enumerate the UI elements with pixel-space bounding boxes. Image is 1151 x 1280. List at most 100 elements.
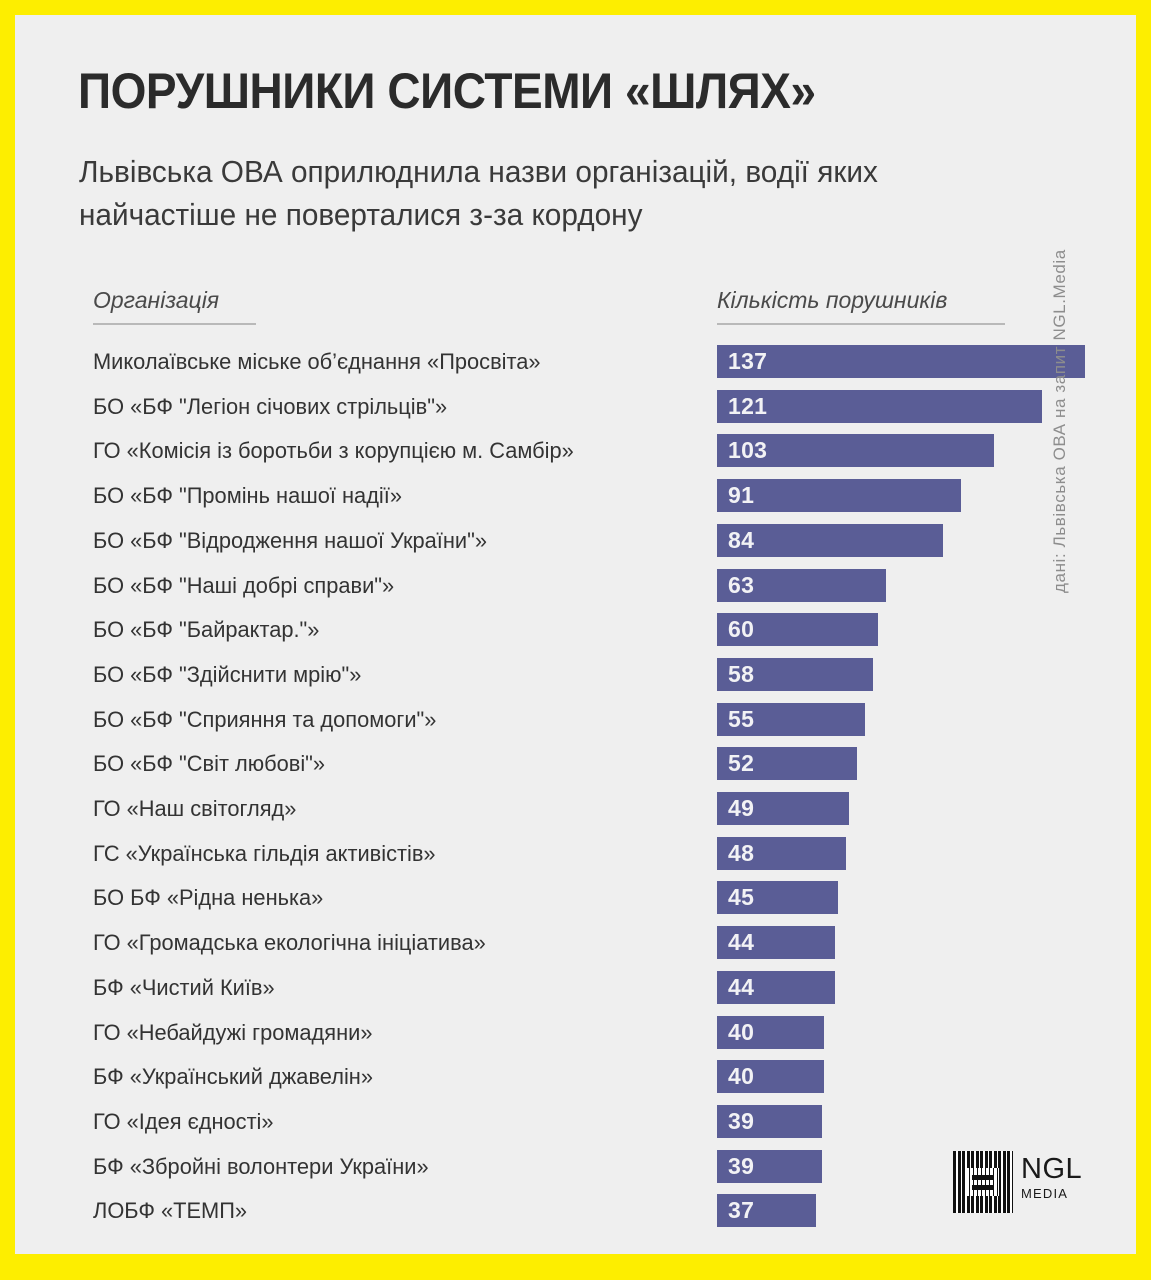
bar-value-label: 58	[728, 660, 755, 687]
table-row: БФ «Збройні волонтери України» 39	[15, 1149, 1136, 1183]
logo-wordmark: NGL MEDIA	[1021, 1153, 1083, 1202]
organization-label: БО БФ «Рідна ненька»	[93, 885, 324, 911]
bar-container: 60	[717, 613, 878, 647]
bar-value-label: 44	[728, 973, 755, 1000]
ngl-media-logo: NGL MEDIA	[953, 1151, 1083, 1213]
logo-sub: MEDIA	[1021, 1186, 1069, 1201]
organization-label: ГО «Комісія із боротьби з корупцією м. С…	[93, 438, 574, 464]
page-title: ПОРУШНИКИ СИСТЕМИ «ШЛЯХ»	[78, 63, 816, 119]
bar: 44	[717, 970, 835, 1004]
bar: 44	[717, 926, 835, 960]
bar-container: 137	[717, 345, 1085, 378]
bar-container: 40	[717, 1060, 824, 1094]
bar-value-label: 84	[728, 526, 755, 553]
bar: 37	[717, 1194, 816, 1228]
organization-label: ГО «Громадська екологічна ініціатива»	[93, 930, 486, 956]
bar: 91	[717, 479, 961, 513]
bar-value-label: 39	[728, 1107, 755, 1134]
bar: 55	[717, 702, 865, 736]
bar-value-label: 60	[728, 616, 755, 643]
table-row: ГО «Комісія із боротьби з корупцією м. С…	[15, 434, 1136, 468]
bar-value-label: 48	[728, 839, 755, 866]
table-row: Миколаївське міське об’єднання «Просвіта…	[15, 345, 1136, 378]
bar-container: 103	[717, 434, 994, 468]
table-row: БФ «Чистий Київ» 44	[15, 970, 1136, 1004]
bar-value-label: 45	[728, 884, 755, 911]
bar: 121	[717, 389, 1042, 423]
organization-label: БО «БФ "Відродження нашої України"»	[93, 527, 488, 553]
table-row: БО «БФ "Світ любові"» 52	[15, 747, 1136, 781]
table-row: ГС «Українська гільдія активістів» 48	[15, 836, 1136, 870]
bar-value-label: 103	[728, 437, 768, 464]
bar: 84	[717, 523, 943, 557]
column-header-count: Кількість порушників	[717, 287, 948, 313]
bar-value-label: 137	[728, 348, 768, 374]
bar: 49	[717, 792, 849, 825]
column-header-organization-rule	[93, 323, 256, 325]
bar-value-label: 91	[728, 482, 755, 509]
table-row: БО «БФ "Промінь нашої надії» 91	[15, 479, 1136, 513]
bar-value-label: 44	[728, 929, 755, 956]
table-row: БО «БФ "Легіон січових стрільців"» 121	[15, 389, 1136, 423]
bar: 39	[717, 1104, 822, 1138]
organization-label: БО «БФ "Сприяння та допомоги"»	[93, 706, 437, 732]
page-subtitle: Львівська ОВА оприлюднила назви організа…	[79, 154, 878, 232]
bar: 63	[717, 568, 886, 602]
table-row: ЛОБФ «ТЕМП» 37	[15, 1194, 1136, 1228]
bar: 52	[717, 747, 857, 781]
organization-label: БО «БФ "Здійснити мрію"»	[93, 661, 362, 687]
bar-container: 45	[717, 881, 838, 915]
organization-label: ГО «Наш світогляд»	[93, 796, 297, 821]
bar: 48	[717, 836, 846, 870]
bar-container: 44	[717, 926, 835, 960]
bar-container: 40	[717, 1015, 824, 1049]
bar-container: 44	[717, 970, 835, 1004]
bar-value-label: 63	[728, 571, 755, 598]
bar: 137	[717, 345, 1085, 378]
organization-label: БО «БФ "Наші добрі справи"»	[93, 572, 395, 598]
bar: 103	[717, 434, 994, 468]
organization-label: БО «БФ "Світ любові"»	[93, 751, 326, 777]
table-row: БФ «Український джавелін» 40	[15, 1060, 1136, 1094]
table-row: БО «БФ "Здійснити мрію"» 58	[15, 657, 1136, 691]
organization-label: БО «БФ "Легіон січових стрільців"»	[93, 393, 448, 419]
bar-value-label: 121	[728, 392, 768, 419]
table-row: БО «БФ "Наші добрі справи"» 63	[15, 568, 1136, 602]
bar: 40	[717, 1015, 824, 1049]
organization-label: ЛОБФ «ТЕМП»	[93, 1198, 248, 1224]
table-row: ГО «Наш світогляд» 49	[15, 792, 1136, 825]
table-row: БО «БФ "Сприяння та допомоги"» 55	[15, 702, 1136, 736]
table-row: БО БФ «Рідна ненька» 45	[15, 881, 1136, 915]
bar-value-label: 37	[728, 1197, 755, 1224]
organization-label: Миколаївське міське об’єднання «Просвіта…	[93, 349, 541, 374]
barcode-mark-icon	[953, 1151, 1013, 1213]
bar: 40	[717, 1060, 824, 1094]
table-row: БО «БФ "Байрактар."» 60	[15, 613, 1136, 647]
organization-label: БФ «Український джавелін»	[93, 1064, 373, 1090]
bar-container: 37	[717, 1194, 816, 1228]
table-row: ГО «Небайдужі громадяни» 40	[15, 1015, 1136, 1049]
organization-label: ГС «Українська гільдія активістів»	[93, 840, 436, 866]
organization-label: БФ «Чистий Київ»	[93, 974, 275, 1000]
bar-container: 84	[717, 523, 943, 557]
table-row: ГО «Громадська екологічна ініціатива» 44	[15, 926, 1136, 960]
infographic-canvas: ПОРУШНИКИ СИСТЕМИ «ШЛЯХ» Львівська ОВА о…	[15, 15, 1136, 1254]
bar-value-label: 55	[728, 705, 755, 732]
bar-container: 121	[717, 389, 1042, 423]
bar-container: 91	[717, 479, 961, 513]
bar-container: 63	[717, 568, 886, 602]
bar-value-label: 40	[728, 1018, 755, 1045]
bar: 39	[717, 1149, 822, 1183]
bar-container: 52	[717, 747, 857, 781]
source-note: дані: Львівська ОВА на запит NGL.Media	[1050, 249, 1069, 593]
organization-label: БО «БФ "Промінь нашої надії»	[93, 483, 402, 509]
bar-container: 55	[717, 702, 865, 736]
organization-label: ГО «Ідея єдності»	[93, 1108, 274, 1134]
bar-value-label: 39	[728, 1152, 755, 1179]
column-header-count-rule	[717, 323, 1005, 325]
bar: 58	[717, 657, 873, 691]
bar-container: 58	[717, 657, 873, 691]
logo-name: NGL	[1021, 1153, 1083, 1185]
bar-container: 39	[717, 1104, 822, 1138]
